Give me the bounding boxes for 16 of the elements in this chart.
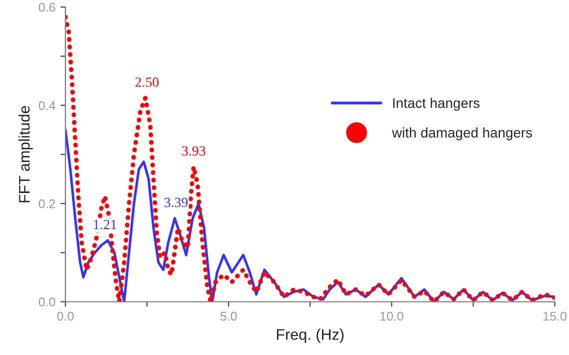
y-tick-label: 0.4 xyxy=(38,101,56,110)
annotation: 3.39 xyxy=(164,198,188,208)
x-tick-label: 15.0 xyxy=(544,312,566,321)
x-axis-title: Freq. (Hz) xyxy=(276,328,344,343)
legend-label: with damaged hangers xyxy=(392,127,532,140)
y-tick-label: 0.2 xyxy=(38,199,56,208)
annotation: 1.21 xyxy=(94,220,116,230)
annotation: 2.50 xyxy=(135,77,159,87)
y-tick-label: 0.6 xyxy=(38,2,56,12)
y-axis-title: FFT amplitude xyxy=(18,106,33,202)
y-tick-label: 0.0 xyxy=(38,298,56,306)
legend-label: Intact hangers xyxy=(393,98,480,111)
x-tick-label: 5.0 xyxy=(220,312,237,321)
annotation: 3.93 xyxy=(182,146,206,156)
x-tick-label: 0.0 xyxy=(57,312,74,321)
x-tick-label: 10.0 xyxy=(380,312,404,321)
